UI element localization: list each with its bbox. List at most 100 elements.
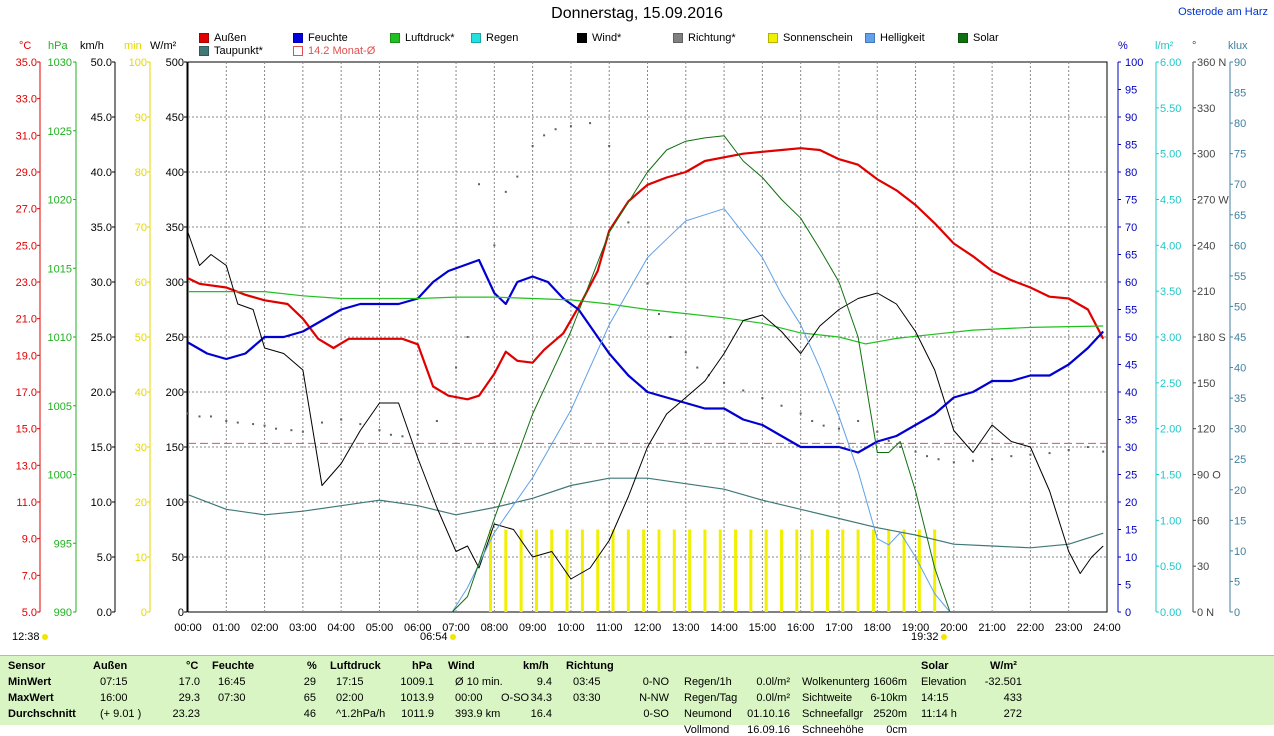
x-tick-label: 24:00	[1093, 622, 1121, 634]
stat-cell-l-time: 02:00	[336, 692, 364, 704]
y-tick-label-sun: 90	[135, 112, 147, 124]
stat-cell-w-val: 9.4	[536, 676, 552, 688]
stat-cell-y-val: 6-10km	[870, 692, 907, 704]
y-tick-label-temp: 33.0	[16, 94, 37, 106]
stat-cell-l-val: 1011.9	[401, 708, 434, 720]
y-tick-label-pressure: 1010	[48, 332, 72, 344]
y-tick-label-lux: 20	[1234, 485, 1246, 497]
wind-direction-dot	[1010, 455, 1013, 458]
header-luftdruck: Luftdruck	[330, 660, 381, 672]
y-tick-label-dir: 30	[1197, 561, 1209, 573]
series-line-solar	[451, 135, 951, 613]
unit-pressure: hPa	[48, 40, 68, 52]
wind-direction-dot	[198, 415, 201, 418]
legend-item: Helligkeit	[865, 32, 925, 44]
x-tick-label: 13:00	[672, 622, 700, 634]
x-tick-label: 21:00	[978, 622, 1006, 634]
sunset-label: 19:32	[911, 631, 947, 643]
x-tick-label: 16:00	[787, 622, 815, 634]
y-tick-label-wind: 10.0	[91, 497, 112, 509]
stat-cell-y-label: Wolkenunterg	[802, 676, 870, 688]
sunshine-bar	[795, 529, 799, 612]
stat-cell-label: Durchschnitt	[8, 708, 76, 720]
wind-direction-dot	[684, 351, 687, 354]
stat-cell-x-label: Neumond	[684, 708, 732, 720]
y-tick-label-solar: 350	[166, 222, 184, 234]
wind-direction-dot	[837, 427, 840, 430]
legend-label: 14.2 Monat-Ø	[308, 45, 376, 57]
y-tick-label-dir: 120	[1197, 424, 1215, 436]
header-solar-unit: W/m²	[990, 660, 1017, 672]
y-tick-label-temp: 17.0	[16, 387, 37, 399]
wind-direction-dot	[359, 423, 362, 426]
y-tick-label-lux: 75	[1234, 149, 1246, 161]
y-tick-label-hum: 80	[1125, 167, 1137, 179]
stat-cell-r-val: 0-SO	[643, 708, 669, 720]
y-tick-label-wind: 40.0	[91, 167, 112, 179]
legend-swatch	[768, 33, 778, 43]
y-tick-label-solar: 500	[166, 57, 184, 69]
x-tick-label: 09:00	[519, 622, 547, 634]
legend-swatch	[577, 33, 587, 43]
wind-direction-dot	[811, 420, 814, 423]
series-line-luftdruck	[188, 291, 1104, 345]
stat-cell-y-val: 2520m	[873, 708, 907, 720]
y-tick-label-pressure: 1005	[48, 401, 72, 413]
wind-direction-dot	[780, 404, 783, 407]
wind-direction-dot	[926, 455, 929, 458]
y-tick-label-dir: 0 N	[1197, 607, 1214, 619]
y-tick-label-wind: 35.0	[91, 222, 112, 234]
y-tick-label-temp: 5.0	[22, 607, 37, 619]
stat-cell-w-time: Ø 10 min.	[455, 676, 503, 688]
sunshine-bar	[871, 529, 875, 612]
y-tick-label-sun: 20	[135, 497, 147, 509]
x-tick-label: 06:00	[404, 622, 432, 634]
header-solar: Solar	[921, 660, 949, 672]
legend-swatch	[199, 46, 209, 56]
wind-direction-dot	[466, 336, 469, 338]
wind-direction-dot	[646, 282, 649, 285]
wind-direction-dot	[263, 424, 266, 427]
y-tick-label-sun: 70	[135, 222, 147, 234]
y-tick-label-lux: 70	[1234, 179, 1246, 191]
stat-cell-a-time: 07:15	[100, 676, 128, 688]
wind-direction-dot	[899, 446, 902, 448]
legend-item: Wind*	[577, 32, 621, 44]
y-tick-label-solar: 250	[166, 332, 184, 344]
wind-direction-dot	[378, 429, 381, 432]
stat-cell-f-time: 16:45	[218, 676, 246, 688]
wind-direction-dot	[887, 439, 890, 442]
sunshine-bar	[825, 529, 829, 612]
y-tick-label-pressure: 995	[54, 538, 72, 550]
wind-direction-dot	[478, 183, 481, 186]
y-tick-label-temp: 11.0	[16, 497, 37, 509]
sunshine-bar	[780, 529, 784, 612]
stat-cell-s-label: Elevation	[921, 676, 967, 688]
wind-direction-dot	[516, 175, 519, 178]
stat-cell-x-label: Vollmond	[684, 724, 730, 736]
wind-direction-dot	[554, 128, 557, 131]
sunshine-bar	[703, 529, 707, 612]
y-tick-label-rain: 5.00	[1160, 149, 1181, 161]
stat-cell-y-val: 0cm	[886, 724, 907, 736]
stat-cell-l-time: ^1.2hPa/h	[336, 708, 386, 720]
y-tick-label-pressure: 1000	[48, 470, 72, 482]
legend-item: Regen	[471, 32, 518, 44]
y-tick-label-rain: 3.50	[1160, 286, 1181, 298]
y-tick-label-lux: 90	[1234, 57, 1246, 69]
y-tick-label-sun: 0	[141, 607, 147, 619]
y-tick-label-hum: 95	[1125, 85, 1137, 97]
y-tick-label-wind: 25.0	[91, 332, 112, 344]
sunshine-bar	[917, 529, 921, 612]
sunshine-bar	[810, 529, 814, 612]
y-tick-label-hum: 25	[1125, 470, 1137, 482]
y-tick-label-lux: 30	[1234, 424, 1246, 436]
sunshine-bar	[734, 529, 738, 612]
stat-cell-a-val: 17.0	[178, 676, 200, 688]
y-tick-label-rain: 2.50	[1160, 378, 1181, 390]
stat-cell-s-val: 272	[1003, 708, 1022, 720]
y-tick-label-dir: 180 S	[1197, 332, 1226, 344]
sunrise-label: 06:54	[420, 631, 456, 643]
wind-direction-dot	[416, 433, 419, 436]
wind-direction-dot	[608, 145, 611, 148]
